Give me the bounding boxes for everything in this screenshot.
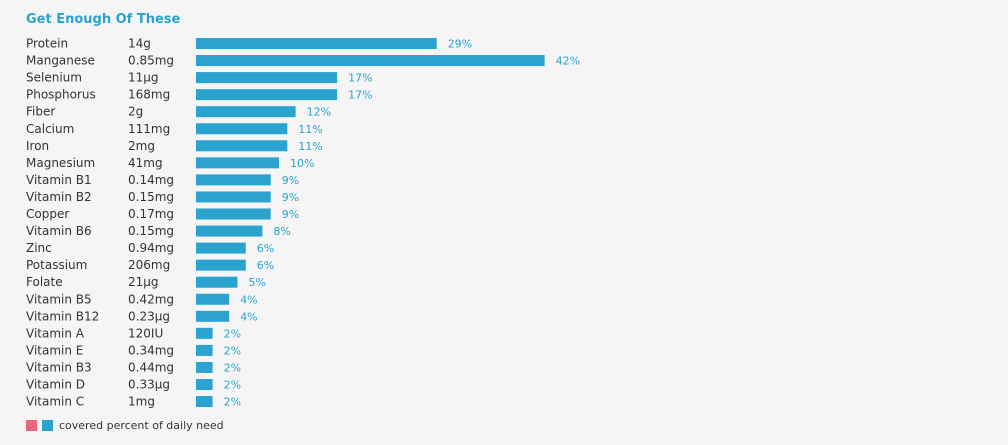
bar [196,361,213,373]
amount-label: 0.44mg [128,360,174,374]
amount-label: 1mg [128,395,155,409]
amount-label: 168mg [128,88,170,102]
category-label: Vitamin B5 [26,292,92,306]
value-label: 2% [224,327,241,340]
amount-label: 206mg [128,258,170,272]
amount-label: 41mg [128,156,163,170]
bar [196,72,338,84]
bar [196,293,230,305]
value-label: 42% [556,55,580,68]
value-label: 2% [224,396,241,409]
bar [196,276,238,288]
category-label: Vitamin E [26,343,83,357]
bar [196,259,246,271]
category-label: Vitamin B6 [26,224,92,238]
value-label: 11% [298,140,322,153]
amount-label: 21µg [128,275,159,289]
chart-title: Get Enough Of These [26,12,181,27]
bar [196,157,279,169]
amount-label: 120IU [128,326,163,340]
legend-swatch-pink [26,420,37,431]
value-label: 8% [273,225,290,238]
value-label: 4% [240,310,257,323]
category-label: Vitamin A [26,326,85,340]
value-label: 2% [224,361,241,374]
bar [196,38,437,49]
value-label: 2% [224,379,241,392]
amount-label: 0.15mg [128,224,174,238]
bar [196,106,296,118]
value-label: 29% [448,38,472,51]
amount-label: 11µg [128,71,159,85]
category-label: Vitamin D [26,378,85,392]
value-label: 17% [348,72,372,85]
amount-label: 0.85mg [128,54,174,68]
bar [196,344,213,356]
bar [196,379,213,390]
category-label: Fiber [26,105,55,119]
legend: covered percent of daily need [26,419,224,432]
value-label: 2% [224,344,241,357]
amount-label: 2g [128,105,143,119]
bar [196,208,271,220]
value-label: 17% [348,89,372,102]
amount-label: 0.15mg [128,190,174,204]
bar [196,225,263,237]
amount-label: 14g [128,37,151,51]
value-label: 9% [282,191,299,204]
category-label: Magnesium [26,156,95,170]
category-label: Copper [26,207,69,221]
amount-label: 0.94mg [128,241,174,255]
bar [196,242,246,254]
value-label: 4% [240,293,257,306]
amount-label: 0.42mg [128,292,174,306]
amount-label: 0.33µg [128,378,170,392]
bar [196,174,271,186]
category-label: Phosphorus [26,88,96,102]
value-label: 6% [257,259,274,272]
category-label: Zinc [26,241,52,255]
value-label: 11% [298,123,322,136]
category-label: Vitamin B2 [26,190,92,204]
category-label: Manganese [26,54,95,68]
legend-swatch-blue [42,420,53,431]
category-label: Calcium [26,122,74,136]
bar [196,89,338,101]
legend-label: covered percent of daily need [59,419,224,432]
bar [196,310,230,322]
bar [196,140,288,152]
category-label: Potassium [26,258,87,272]
amount-label: 0.34mg [128,343,174,357]
category-label: Iron [26,139,49,153]
category-label: Vitamin B12 [26,309,99,323]
category-label: Folate [26,275,63,289]
value-label: 10% [290,157,314,170]
value-label: 6% [257,242,274,255]
value-label: 5% [249,276,266,289]
amount-label: 2mg [128,139,155,153]
category-label: Vitamin B3 [26,360,92,374]
value-label: 9% [282,174,299,187]
value-label: 12% [307,106,331,119]
category-label: Vitamin B1 [26,173,92,187]
bar [196,55,545,67]
bar [196,191,271,203]
category-label: Vitamin C [26,395,84,409]
category-label: Protein [26,37,68,51]
bar [196,396,213,408]
bar [196,327,213,339]
amount-label: 0.14mg [128,173,174,187]
category-label: Selenium [26,71,82,85]
amount-label: 0.17mg [128,207,174,221]
bar [196,123,288,135]
amount-label: 0.23µg [128,309,170,323]
value-label: 9% [282,208,299,221]
amount-label: 111mg [128,122,170,136]
